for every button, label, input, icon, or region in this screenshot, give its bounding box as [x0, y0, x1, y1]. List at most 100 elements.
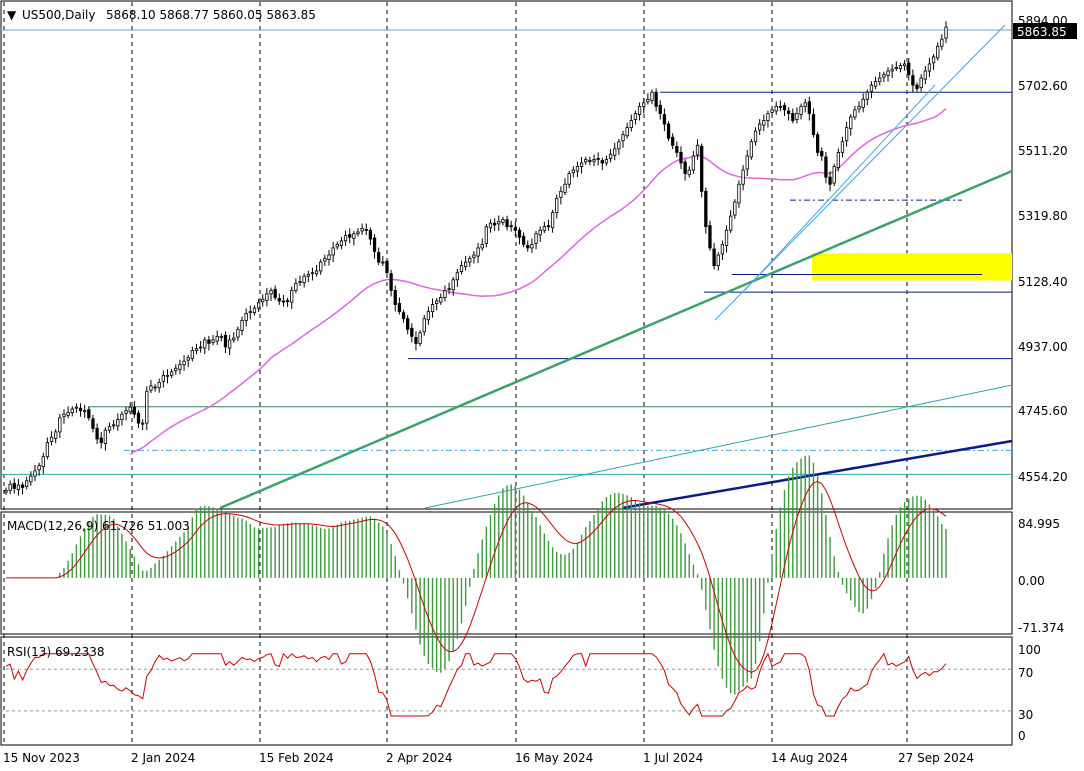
candle-body [588, 160, 592, 162]
candle-body [902, 63, 907, 67]
candle-body [348, 234, 352, 238]
candle-body [107, 426, 112, 431]
candle-body [749, 141, 754, 158]
candle-body [691, 155, 696, 171]
date-axis: 15 Nov 2023 2 Jan 2024 15 Feb 2024 2 Apr… [3, 751, 974, 765]
candle-body [256, 302, 261, 309]
candle-body [66, 412, 70, 416]
candle-body [604, 159, 609, 164]
candle-body [153, 386, 157, 389]
date-tick-label: 27 Sep 2024 [898, 751, 974, 765]
candle-body [285, 300, 290, 303]
candle-body [923, 70, 927, 80]
candle-body [447, 288, 451, 291]
moving-average-pink [129, 107, 947, 455]
candle-body [633, 113, 638, 120]
candle-body [840, 141, 845, 153]
candle-body [37, 465, 41, 471]
candle-body [890, 68, 894, 72]
candle-body [658, 104, 662, 114]
candle-body [687, 169, 691, 176]
candle-body [12, 482, 16, 489]
candle-body [613, 148, 617, 156]
macd-title: MACD(12,26,9) 61.726 51.003 [7, 519, 190, 533]
candle-body [91, 418, 95, 429]
dropdown-arrow-icon[interactable]: ▼ [7, 8, 17, 22]
candle-body [472, 254, 476, 258]
rsi-tick-label: 70 [1018, 666, 1033, 680]
candle-body [575, 166, 580, 172]
candle-body [799, 105, 803, 115]
candle-body [501, 219, 505, 223]
candle-body [186, 357, 190, 361]
green-trendline [219, 169, 1013, 510]
candlesticks [4, 21, 948, 496]
candle-body [716, 254, 720, 267]
candle-body [128, 406, 132, 413]
candle-body [778, 105, 783, 108]
candle-body [29, 475, 33, 483]
candle-body [451, 279, 455, 291]
candle-body [277, 298, 281, 302]
candle-body [141, 422, 145, 425]
candle-body [261, 298, 265, 303]
candle-body [459, 265, 464, 273]
candle-body [476, 247, 480, 257]
date-tick-label: 14 Aug 2024 [771, 751, 848, 765]
ohlc-header: 5868.10 5868.77 5860.05 5863.85 [106, 8, 316, 22]
candle-body [381, 261, 385, 264]
candle-body [223, 334, 228, 348]
candle-body [940, 38, 944, 47]
symbol-title: US500,Daily [22, 8, 95, 22]
candle-body [907, 62, 911, 75]
candle-body [861, 98, 865, 108]
candle-body [252, 307, 257, 314]
candle-body [78, 407, 83, 412]
candle-body [844, 127, 849, 142]
candle-body [662, 114, 667, 125]
candle-body [521, 235, 526, 245]
price-tick-label: 5702.60 [1018, 79, 1068, 93]
candle-body [435, 300, 439, 304]
candle-body [542, 226, 546, 231]
candle-body [666, 123, 671, 139]
candle-body [708, 225, 712, 249]
candle-body [58, 417, 62, 433]
candle-body [372, 237, 377, 252]
candle-body [49, 436, 54, 442]
candle-body [505, 219, 509, 228]
candle-body [410, 327, 414, 337]
candle-body [555, 197, 559, 213]
candle-body [513, 227, 517, 231]
rsi-tick-label: 0 [1018, 729, 1026, 743]
candle-body [865, 91, 869, 100]
candle-body [248, 311, 252, 314]
candle-body [194, 348, 199, 351]
candle-body [836, 151, 840, 168]
candle-body [103, 429, 108, 444]
teal-trendline [424, 384, 1013, 509]
candle-body [120, 413, 124, 420]
candle-body [273, 288, 277, 298]
candle-body [567, 173, 571, 185]
candle-body [393, 289, 397, 305]
candle-body [4, 489, 8, 493]
candle-body [418, 332, 422, 344]
candle-body [116, 419, 120, 427]
candle-body [704, 190, 708, 228]
candle-body [33, 470, 37, 477]
candle-body [853, 109, 857, 118]
candle-body [774, 105, 778, 112]
candle-body [559, 190, 563, 198]
candle-body [683, 161, 687, 175]
candle-body [319, 261, 323, 272]
rsi-line [5, 652, 947, 717]
candle-body [169, 371, 174, 376]
candle-body [596, 157, 600, 160]
candle-body [600, 160, 604, 164]
date-tick-label: 15 Feb 2024 [259, 751, 334, 765]
candle-body [468, 258, 472, 263]
candle-body [439, 297, 443, 303]
candle-body [339, 240, 344, 246]
price-panel [0, 24, 1013, 510]
